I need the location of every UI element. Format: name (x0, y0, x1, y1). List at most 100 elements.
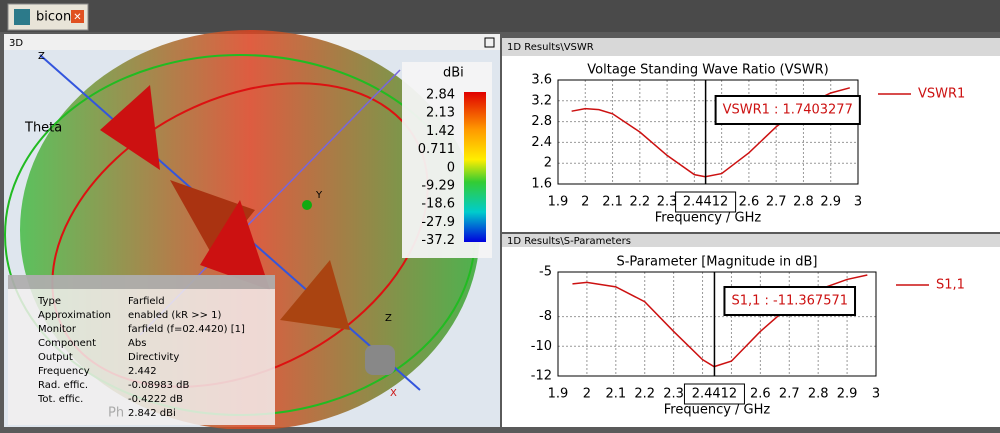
x-tick-label: 2.6 (739, 195, 760, 210)
axis-label: X (390, 388, 397, 399)
axis-label: Z (385, 313, 392, 324)
x-tick-label: 2.8 (808, 387, 829, 402)
legend-label: VSWR1 (918, 87, 965, 102)
maximize-button[interactable] (484, 37, 495, 48)
y-tick-label: 2 (544, 156, 552, 171)
info-cell: 2.842 dBi (128, 408, 176, 419)
y-tick-label: -5 (539, 265, 552, 280)
x-tick-label: 2.8 (793, 195, 814, 210)
colorbar-label: 2.13 (426, 106, 455, 121)
marker-x-box (683, 383, 745, 405)
info-cell: Tot. effic. (37, 394, 83, 405)
x-tick-label: 3 (872, 387, 880, 402)
colorbar-label: -9.29 (421, 179, 455, 194)
panel-title: 1D Results\VSWR (507, 42, 594, 53)
axis-label: Ph (108, 406, 124, 421)
x-tick-label: 2.1 (602, 195, 623, 210)
x-tick-label: 2.2 (634, 387, 655, 402)
y-tick-label: 3.2 (531, 93, 552, 108)
tab-label: bicone (36, 10, 79, 25)
x-axis-label: Frequency / GHz (655, 211, 762, 226)
colorbar-unit: dBi (443, 66, 464, 81)
info-cell: Component (38, 338, 96, 349)
info-header (8, 275, 275, 289)
x-tick-label: 2 (581, 195, 589, 210)
y-tick-label: -10 (531, 339, 552, 354)
tab-bar (0, 0, 1000, 32)
close-icon: ✕ (73, 12, 81, 23)
colorbar-labels: 2.84 2.13 1.42 0.711 0 -9.29 -18.6 -27.9 -37.2 (418, 88, 455, 249)
info-cell: 2.442 (128, 366, 157, 377)
y-tick-label: 2.4 (531, 135, 552, 150)
info-cell: enabled (kR >> 1) (128, 310, 222, 321)
chart-title: Voltage Standing Wave Ratio (VSWR) (587, 63, 828, 78)
info-cell: Directivity (128, 352, 179, 363)
info-cell: -0.08983 dB (128, 380, 189, 391)
cone (100, 85, 160, 170)
chart-title: S-Parameter [Magnitude in dB] (616, 255, 817, 270)
x-tick-label: 1.9 (548, 387, 569, 402)
panel-title: 1D Results\S-Parameters (507, 236, 631, 247)
x-tick-label: 2.6 (750, 387, 771, 402)
x-tick-label: 2.7 (779, 387, 800, 402)
info-table: Type Farfield Approximation enabled (kR >> … (37, 296, 245, 419)
y-tick-label: -8 (539, 309, 552, 324)
panel-sparam (502, 234, 1000, 427)
x-tick-label: 3 (854, 195, 862, 210)
x-axis-label: Frequency / GHz (664, 403, 771, 418)
info-cell: Abs (128, 338, 146, 349)
legend-label: S1,1 (936, 278, 965, 293)
info-cell: Approximation (38, 310, 111, 321)
panel-header (502, 38, 1000, 56)
marker-x-label: 2.4412 (683, 195, 729, 210)
plot-frame (557, 79, 859, 185)
y-tick-label: 1.6 (531, 177, 552, 192)
x-tick-label: 2.1 (605, 387, 626, 402)
y-tick-label: 2.8 (531, 114, 552, 129)
cone (280, 260, 350, 330)
colorbar-label: -18.6 (421, 197, 455, 212)
colorbar-label: 0.711 (418, 142, 455, 157)
panel-vswr (502, 38, 1000, 232)
colorbar-label: -37.2 (421, 233, 455, 248)
cone (170, 180, 255, 260)
colorbar-label: 0 (447, 160, 455, 175)
marker-x-box (675, 191, 737, 213)
x-tick-label: 2.3 (663, 387, 684, 402)
panel-title: 3D (9, 38, 23, 49)
panel-header (502, 234, 1000, 247)
marker-label: S1,1 : -11.367571 (731, 294, 848, 309)
axis-label: Z (38, 51, 45, 62)
x-tick-label: 1.9 (548, 195, 569, 210)
x-tick-label: 2.3 (657, 195, 678, 210)
axis-label: Y (315, 190, 323, 201)
x-tick-label: 2.2 (629, 195, 650, 210)
info-cell: Type (37, 296, 61, 307)
x-tick-label: 2.7 (766, 195, 787, 210)
info-cell: Frequency (38, 366, 90, 377)
colorbar-label: 1.42 (426, 124, 455, 139)
info-box (8, 275, 275, 425)
cone (200, 200, 270, 290)
info-cell: Farfield (128, 296, 165, 307)
info-cell: farfield (f=02.4420) [1] (128, 324, 245, 335)
y-tick-label: -12 (531, 369, 552, 384)
marker-box (723, 286, 857, 316)
port (365, 345, 395, 375)
colorbar (464, 92, 486, 242)
colorbar-label: 2.84 (426, 88, 455, 103)
close-button[interactable] (71, 10, 84, 23)
y-tick-label: 3.6 (531, 73, 552, 88)
marker-label: VSWR1 : 1.7403277 (723, 103, 853, 118)
marker-box (714, 95, 861, 125)
info-cell: -0.4222 dB (128, 394, 183, 405)
colorbar-label: -27.9 (421, 215, 455, 230)
info-cell: Output (38, 352, 73, 363)
plot-frame (557, 271, 877, 377)
axis-label: Theta (24, 121, 62, 136)
x-tick-label: 2.9 (820, 195, 841, 210)
info-cell: Monitor (38, 324, 77, 335)
info-cell: Rad. effic. (38, 380, 88, 391)
tab-icon (14, 9, 30, 25)
